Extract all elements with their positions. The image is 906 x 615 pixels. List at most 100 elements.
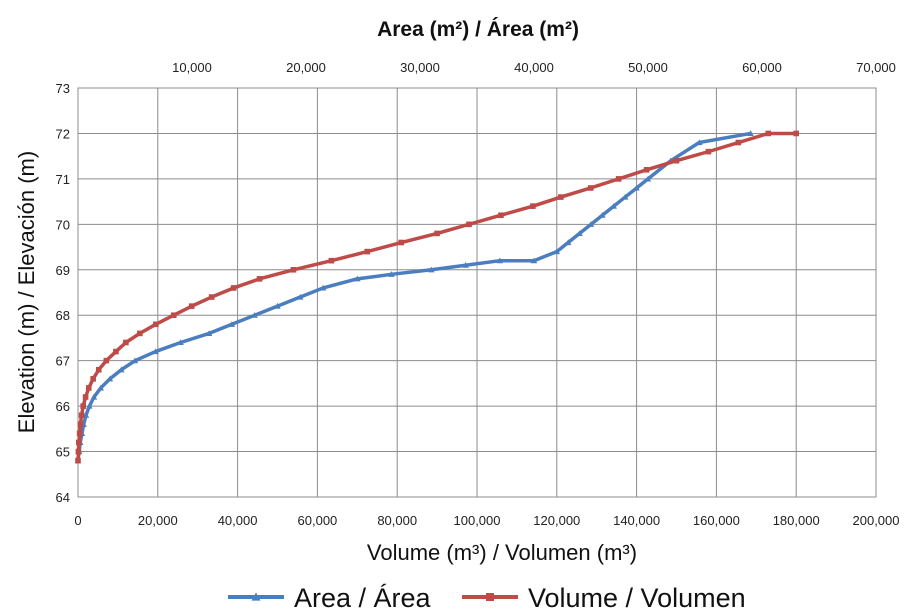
data-point xyxy=(152,348,159,355)
data-point xyxy=(113,348,119,355)
data-point xyxy=(747,130,754,137)
legend-label: Area / Área xyxy=(294,583,432,610)
data-point xyxy=(82,394,89,400)
series-area xyxy=(74,130,754,464)
y-tick-label: 68 xyxy=(56,308,70,323)
y-axis-ticks: 64 65 66 67 68 69 70 71 72 73 xyxy=(56,81,70,505)
top-x-tick-label: 70,000 xyxy=(856,60,896,75)
data-point xyxy=(131,357,139,364)
data-point xyxy=(622,193,629,200)
data-point xyxy=(388,271,395,277)
data-point xyxy=(118,366,125,373)
bottom-x-tick-label: 160,000 xyxy=(693,513,740,528)
data-point xyxy=(153,321,159,328)
data-point xyxy=(208,294,215,300)
data-point xyxy=(123,339,129,346)
data-point xyxy=(95,366,102,373)
data-point xyxy=(251,312,258,318)
bottom-x-tick-label: 180,000 xyxy=(773,513,820,528)
top-x-tick-label: 50,000 xyxy=(628,60,668,75)
data-point xyxy=(106,375,114,382)
bottom-x-tick-label: 140,000 xyxy=(613,513,660,528)
y-tick-label: 64 xyxy=(56,490,70,505)
data-point xyxy=(297,293,304,300)
data-point xyxy=(462,262,469,268)
data-point xyxy=(530,257,538,264)
top-x-tick-label: 10,000 xyxy=(172,60,212,75)
data-point xyxy=(205,330,213,336)
legend-marker xyxy=(251,592,261,601)
data-point xyxy=(80,403,86,409)
data-point xyxy=(793,130,799,137)
data-point xyxy=(75,439,82,446)
bottom-x-tick-label: 60,000 xyxy=(298,513,338,528)
bottom-axis-title: Volume (m³) / Volumen (m³) xyxy=(367,540,637,565)
data-point xyxy=(256,276,263,282)
data-point xyxy=(364,248,371,255)
legend: Area / Área Volume / Volumen xyxy=(228,583,746,613)
y-tick-label: 70 xyxy=(56,217,70,232)
data-point xyxy=(587,185,594,191)
data-point xyxy=(398,239,404,246)
bottom-x-tick-label: 40,000 xyxy=(218,513,258,528)
legend-item: Volume / Volumen xyxy=(462,583,746,613)
data-point xyxy=(85,385,92,391)
data-point xyxy=(177,339,184,346)
y-tick-label: 71 xyxy=(56,172,70,187)
data-point xyxy=(576,230,583,236)
data-point xyxy=(90,376,96,382)
data-point xyxy=(90,393,98,400)
data-point xyxy=(319,284,327,291)
series-line xyxy=(76,131,751,461)
plot-area xyxy=(77,87,877,498)
data-point xyxy=(86,402,93,409)
y-axis-title: Elevation (m) / Elevación (m) xyxy=(14,151,39,433)
bottom-x-tick-label: 80,000 xyxy=(377,513,417,528)
y-tick-label: 67 xyxy=(56,354,70,369)
top-x-tick-label: 60,000 xyxy=(742,60,782,75)
top-x-tick-label: 30,000 xyxy=(400,60,440,75)
data-point xyxy=(705,148,712,155)
data-point xyxy=(290,266,297,273)
bottom-x-tick-label: 20,000 xyxy=(138,513,178,528)
data-point xyxy=(328,257,335,264)
data-point xyxy=(75,448,82,455)
data-point xyxy=(77,421,84,428)
data-point xyxy=(643,167,650,173)
bottom-x-tick-label: 120,000 xyxy=(533,513,580,528)
bottom-x-tick-label: 200,000 xyxy=(853,513,900,528)
data-point xyxy=(557,194,564,200)
data-point xyxy=(735,139,742,146)
bottom-x-axis-ticks: 0 20,000 40,000 60,000 80,000 100,000 120,000 1… xyxy=(74,513,899,528)
top-x-tick-label: 20,000 xyxy=(286,60,326,75)
data-point xyxy=(496,257,503,264)
data-point xyxy=(530,203,536,209)
data-point xyxy=(633,184,640,191)
data-point xyxy=(428,266,435,273)
data-point xyxy=(103,357,110,364)
bottom-x-tick-label: 100,000 xyxy=(454,513,501,528)
top-x-axis-ticks: 10,000 20,000 30,000 40,000 50,000 60,000 70,0… xyxy=(172,60,896,75)
data-point xyxy=(137,330,143,337)
data-point xyxy=(565,239,572,246)
data-point xyxy=(75,457,81,464)
data-point xyxy=(610,202,617,209)
data-point xyxy=(434,230,440,237)
data-point xyxy=(615,176,622,182)
data-point xyxy=(498,212,504,219)
y-tick-label: 73 xyxy=(56,81,70,96)
data-point xyxy=(587,221,595,227)
data-point xyxy=(599,212,606,218)
data-point xyxy=(170,312,177,319)
y-tick-label: 65 xyxy=(56,445,70,460)
data-point xyxy=(466,221,472,228)
data-point xyxy=(78,412,85,418)
series-line xyxy=(76,131,797,461)
legend-label: Volume / Volumen xyxy=(528,583,746,610)
y-tick-label: 69 xyxy=(56,263,70,278)
data-point xyxy=(230,285,237,291)
data-point xyxy=(76,430,83,437)
data-point xyxy=(765,130,772,137)
y-tick-label: 72 xyxy=(56,126,70,141)
